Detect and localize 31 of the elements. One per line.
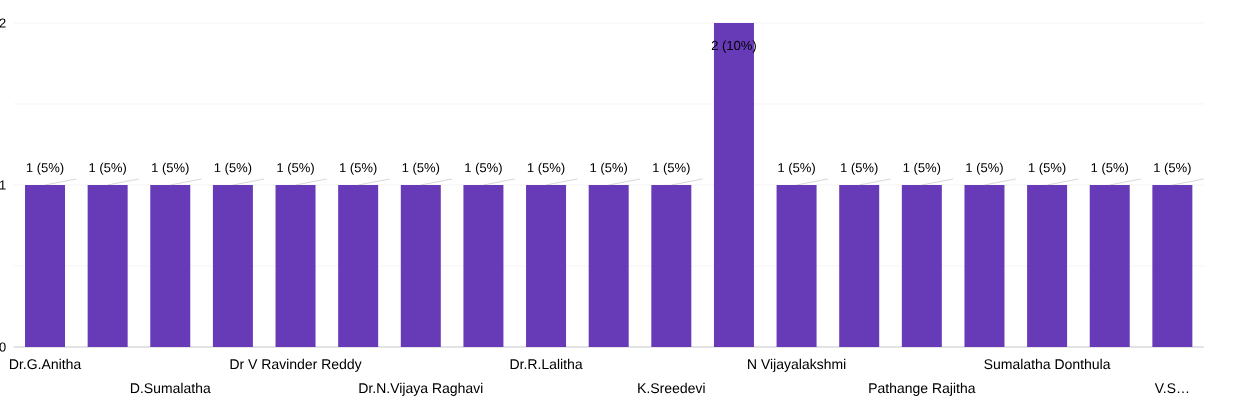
data-label: 1 (5%)	[340, 162, 377, 175]
data-label: 1 (5%)	[903, 162, 941, 175]
data-label: 1 (5%)	[527, 162, 565, 175]
data-label: 1 (5%)	[590, 162, 628, 175]
x-tick-label: Dr.N.Vijaya Raghavi	[359, 382, 483, 396]
data-label: 1 (5%)	[465, 162, 502, 175]
data-label: 1 (5%)	[152, 162, 189, 175]
x-tick-label: Dr V Ravinder Reddy	[230, 358, 362, 372]
x-tick-label: Sumalatha Donthula	[984, 358, 1111, 370]
x-tick-label: N Vijayalakshmi	[748, 358, 846, 372]
data-label: 1 (5%)	[966, 162, 1003, 175]
y-tick-label: 2	[0, 18, 6, 28]
data-label: 1 (5%)	[1091, 162, 1129, 175]
data-label: 1 (5%)	[841, 162, 878, 175]
data-label: 1 (5%)	[1154, 162, 1191, 175]
data-label: 1 (5%)	[26, 162, 64, 175]
data-label: 1 (5%)	[277, 162, 314, 175]
data-label: 1 (5%)	[89, 162, 126, 175]
x-tick-label: Dr.R.Lalitha	[510, 358, 583, 370]
y-tick-label: 1	[0, 180, 6, 190]
data-label: 1 (5%)	[778, 162, 815, 175]
x-tick-label: K.Sreedevi	[638, 382, 705, 394]
data-label: 1 (5%)	[1028, 162, 1066, 175]
x-tick-label: D.Sumalatha	[130, 382, 211, 394]
x-tick-label: V.S…	[1154, 383, 1189, 394]
x-tick-label: Pathange Rajitha	[869, 382, 976, 396]
data-label: 1 (5%)	[214, 162, 252, 175]
x-tick-label: Dr.G.Anitha	[9, 358, 82, 370]
y-tick-label: 0	[0, 342, 6, 352]
data-label: 1 (5%)	[653, 162, 690, 175]
data-label: 1 (5%)	[402, 162, 440, 175]
